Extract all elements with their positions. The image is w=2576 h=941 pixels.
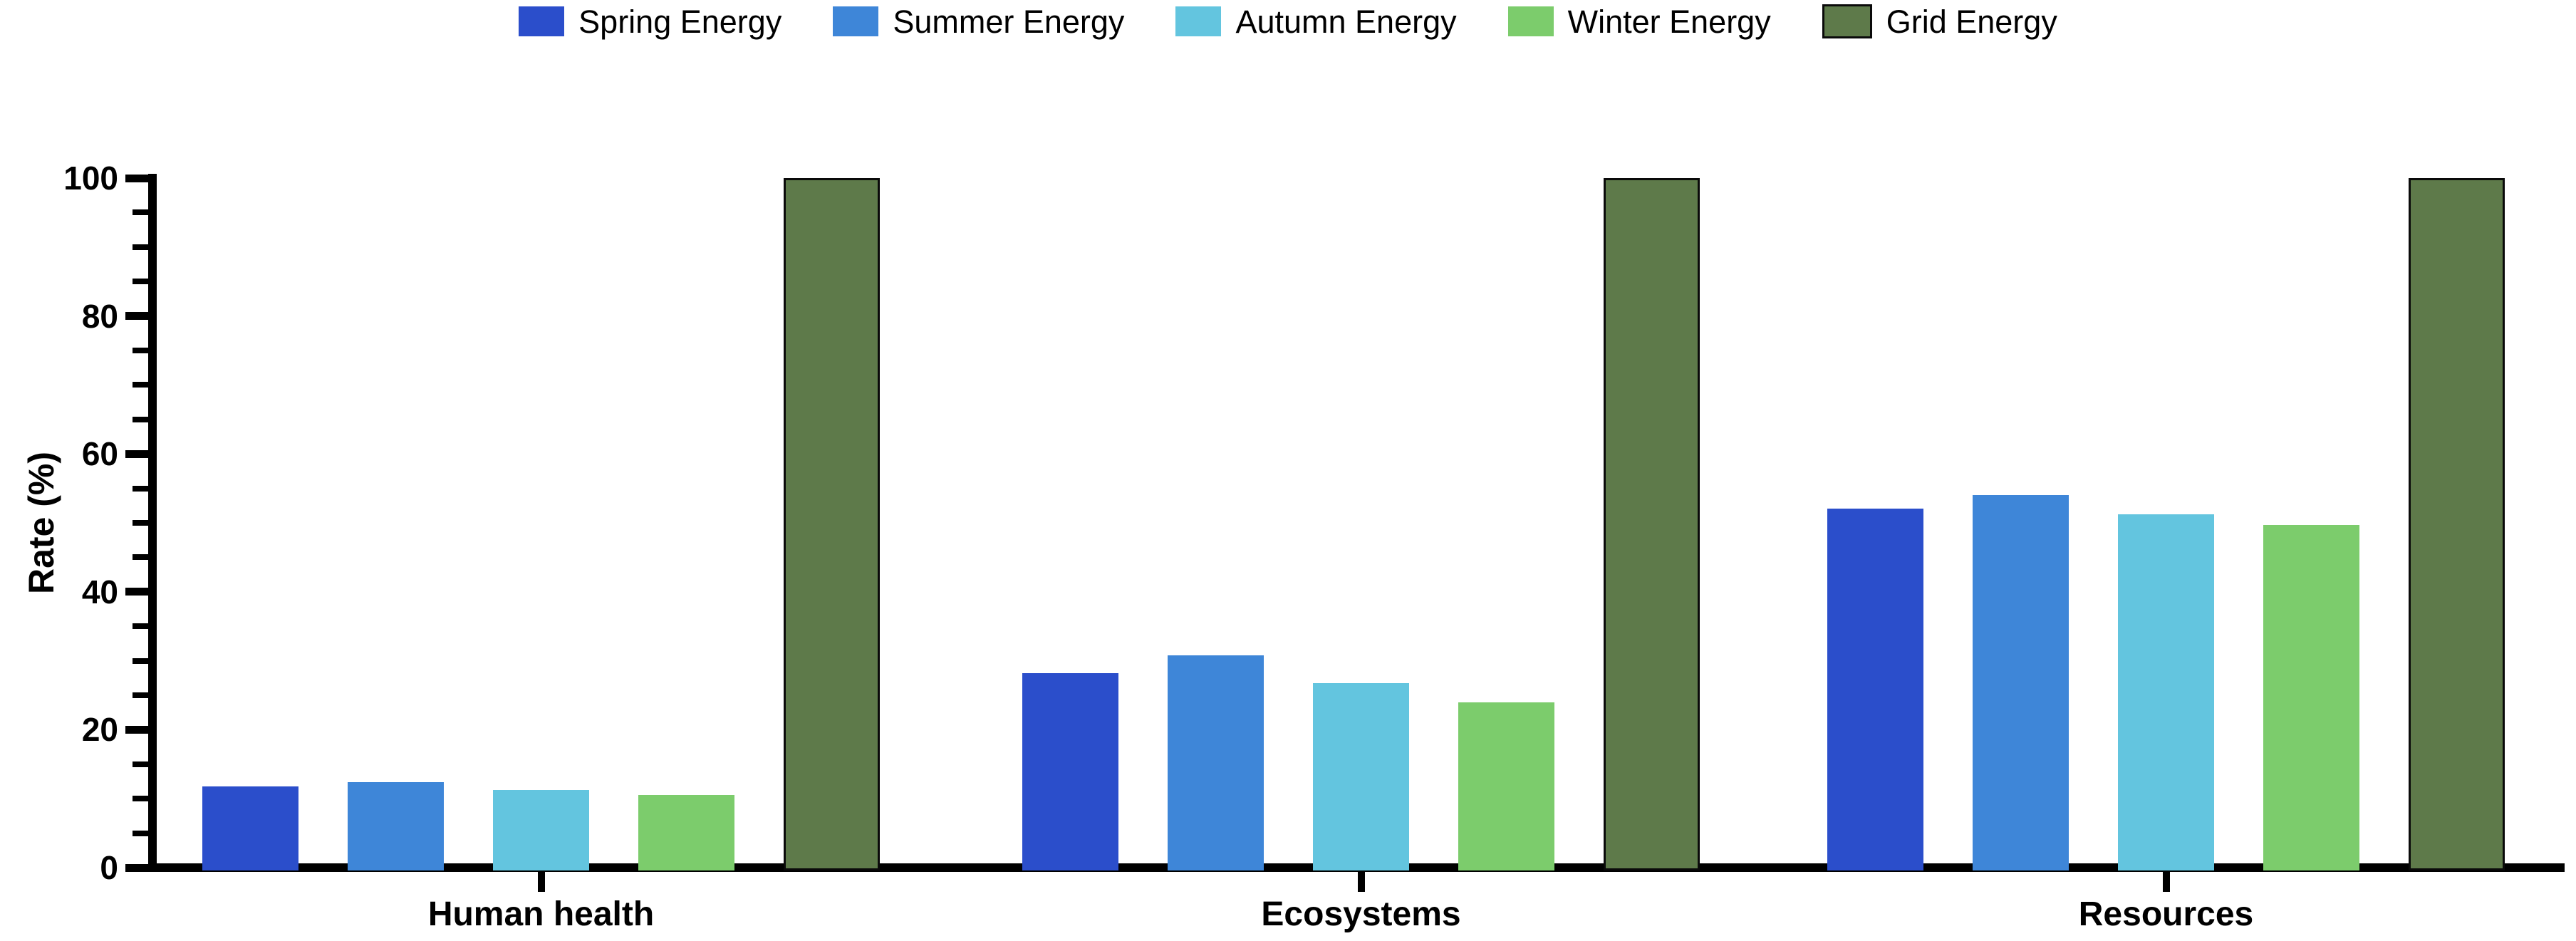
category-label: Human health bbox=[427, 895, 655, 933]
legend-swatch-icon bbox=[1175, 6, 1222, 36]
y-minor-tick bbox=[133, 692, 148, 698]
y-tick-label: 0 bbox=[100, 849, 118, 886]
legend-label: Autumn Energy bbox=[1235, 3, 1457, 40]
y-tick-label: 20 bbox=[81, 711, 118, 749]
legend-label: Summer Energy bbox=[893, 3, 1125, 40]
y-minor-tick bbox=[133, 554, 148, 561]
y-minor-tick bbox=[133, 623, 148, 630]
y-minor-tick bbox=[133, 244, 148, 250]
y-major-tick bbox=[125, 312, 148, 321]
legend-label: Grid Energy bbox=[1886, 3, 2057, 40]
y-minor-tick bbox=[133, 348, 148, 353]
y-minor-tick bbox=[133, 796, 148, 802]
bar bbox=[1022, 673, 1118, 870]
x-axis-tick bbox=[2162, 872, 2170, 892]
y-minor-tick bbox=[133, 657, 148, 664]
y-minor-tick bbox=[133, 416, 148, 422]
bar bbox=[1604, 178, 1700, 870]
category-label: Ecosystems bbox=[1261, 895, 1461, 933]
y-tick-label: 40 bbox=[81, 573, 118, 610]
legend-item: Summer Energy bbox=[833, 6, 1124, 38]
y-minor-tick bbox=[133, 279, 148, 285]
legend-swatch-icon bbox=[1822, 4, 1872, 38]
y-tick-label: 80 bbox=[81, 297, 118, 335]
bar bbox=[1168, 655, 1264, 870]
y-minor-tick bbox=[133, 209, 148, 216]
bar bbox=[202, 786, 298, 870]
bar bbox=[1313, 682, 1409, 870]
category-label: Resources bbox=[2078, 895, 2254, 933]
bar bbox=[784, 178, 880, 870]
bar bbox=[493, 789, 589, 870]
x-axis-tick bbox=[1357, 872, 1365, 892]
x-axis-tick bbox=[537, 872, 545, 892]
bar bbox=[1827, 508, 1923, 870]
bar bbox=[2263, 524, 2359, 870]
y-minor-tick bbox=[133, 520, 148, 526]
bar bbox=[1973, 495, 2069, 870]
y-minor-tick bbox=[133, 485, 148, 492]
bar bbox=[348, 781, 444, 870]
y-minor-tick bbox=[133, 761, 148, 767]
legend-label: Winter Energy bbox=[1567, 3, 1771, 40]
y-major-tick bbox=[125, 449, 148, 458]
y-minor-tick bbox=[133, 830, 148, 836]
y-axis-line bbox=[148, 174, 157, 872]
legend-item: Autumn Energy bbox=[1175, 3, 1457, 40]
y-tick-label: 100 bbox=[63, 160, 118, 197]
bar bbox=[2409, 178, 2505, 870]
legend-swatch-icon bbox=[833, 6, 879, 36]
legend-item: Winter Energy bbox=[1507, 3, 1771, 40]
bar bbox=[638, 795, 734, 870]
legend-label: Spring Energy bbox=[578, 3, 782, 40]
y-major-tick bbox=[125, 863, 148, 872]
legend: Spring Energy Summer Energy Autumn Energy W… bbox=[0, 4, 2576, 38]
y-minor-tick bbox=[133, 382, 148, 388]
y-tick-label: 60 bbox=[81, 435, 118, 473]
bar bbox=[1458, 702, 1554, 870]
bar bbox=[2118, 514, 2214, 870]
legend-swatch-icon bbox=[519, 6, 565, 36]
legend-item: Grid Energy bbox=[1822, 4, 2057, 38]
y-axis-title: Rate (%) bbox=[21, 451, 61, 595]
legend-item: Spring Energy bbox=[519, 6, 781, 38]
y-major-tick bbox=[125, 588, 148, 596]
legend-swatch-icon bbox=[1507, 6, 1554, 36]
y-major-tick bbox=[125, 725, 148, 734]
y-major-tick bbox=[125, 174, 148, 182]
